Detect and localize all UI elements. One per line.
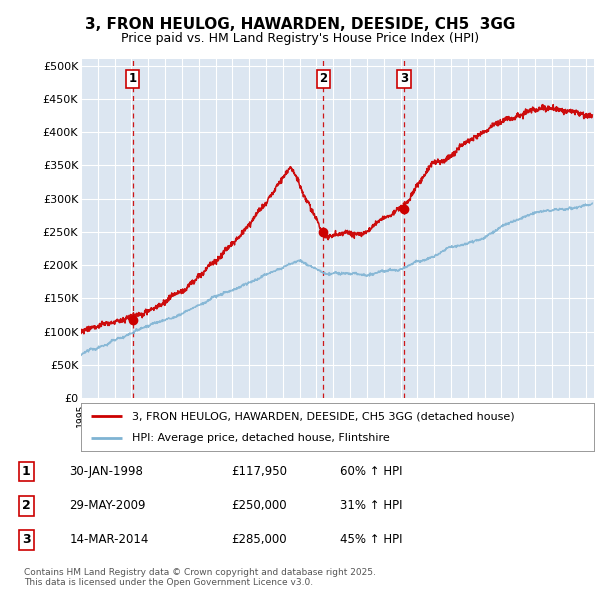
Text: 29-MAY-2009: 29-MAY-2009 [70,499,146,513]
Text: £285,000: £285,000 [231,533,287,546]
Text: 2: 2 [22,499,31,513]
Text: 60% ↑ HPI: 60% ↑ HPI [340,466,403,478]
Text: 3, FRON HEULOG, HAWARDEN, DEESIDE, CH5  3GG: 3, FRON HEULOG, HAWARDEN, DEESIDE, CH5 3… [85,17,515,32]
Text: 3, FRON HEULOG, HAWARDEN, DEESIDE, CH5 3GG (detached house): 3, FRON HEULOG, HAWARDEN, DEESIDE, CH5 3… [133,411,515,421]
Text: This data is licensed under the Open Government Licence v3.0.: This data is licensed under the Open Gov… [24,578,313,588]
Text: 14-MAR-2014: 14-MAR-2014 [70,533,149,546]
Text: £117,950: £117,950 [231,466,287,478]
Text: 31% ↑ HPI: 31% ↑ HPI [340,499,403,513]
Text: 1: 1 [129,73,137,86]
Text: 3: 3 [22,533,31,546]
Text: 2: 2 [319,73,328,86]
Text: 3: 3 [400,73,408,86]
Text: £250,000: £250,000 [231,499,287,513]
Text: 45% ↑ HPI: 45% ↑ HPI [340,533,403,546]
Text: Price paid vs. HM Land Registry's House Price Index (HPI): Price paid vs. HM Land Registry's House … [121,32,479,45]
Text: Contains HM Land Registry data © Crown copyright and database right 2025.: Contains HM Land Registry data © Crown c… [24,568,376,577]
Text: HPI: Average price, detached house, Flintshire: HPI: Average price, detached house, Flin… [133,433,390,443]
Text: 1: 1 [22,466,31,478]
Text: 30-JAN-1998: 30-JAN-1998 [70,466,143,478]
